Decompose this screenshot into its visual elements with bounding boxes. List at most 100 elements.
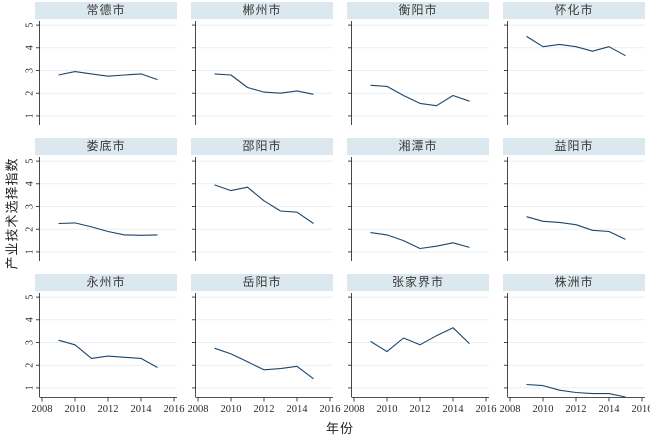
x-tick-label: 2016 — [320, 404, 341, 415]
data-line — [526, 383, 626, 398]
x-tick-label: 2016 — [164, 404, 185, 415]
facet-row: 永州市 1 2 3 4 5 2008 2010 2012 2014 2016 岳阳市 2008 2010 2… — [25, 274, 650, 415]
x-tick-label: 2010 — [377, 404, 398, 415]
facet-svg: 1 2 3 4 5 — [25, 157, 177, 261]
data-line — [526, 216, 626, 240]
data-line — [370, 327, 470, 353]
x-tick-label: 2016 — [632, 404, 650, 415]
facet-panel: 益阳市 — [503, 138, 645, 261]
y-tick-label: 1 — [25, 249, 36, 254]
facet-plot-area — [191, 21, 333, 125]
facet-svg — [348, 157, 489, 261]
y-tick-label: 4 — [25, 317, 36, 322]
facet-panel: 常德市 1 2 3 4 5 — [25, 2, 177, 125]
facet-svg: 1 2 3 4 5 2008 2010 2012 2014 2016 — [25, 293, 185, 415]
x-axis-title: 年份 — [325, 421, 354, 436]
y-tick-label: 4 — [25, 181, 36, 186]
facet-plot-area — [347, 21, 489, 125]
y-tick-label: 2 — [25, 91, 36, 96]
x-tick-label: 2012 — [98, 404, 119, 415]
x-tick-label: 2014 — [131, 404, 153, 415]
facet-title: 衡阳市 — [347, 2, 489, 19]
facet-svg — [192, 21, 333, 125]
y-tick-label: 1 — [25, 385, 36, 390]
facet-panel: 郴州市 — [191, 2, 333, 125]
x-tick-label: 2014 — [287, 404, 309, 415]
facet-plot-area: 1 2 3 4 5 2008 2010 2012 2014 2016 — [25, 293, 185, 415]
facet-plot-area: 1 2 3 4 5 — [25, 21, 177, 125]
x-tick-label: 2008 — [500, 404, 521, 415]
x-tick-label: 2014 — [443, 404, 465, 415]
facet-title: 常德市 — [35, 2, 177, 19]
facet-panel: 张家界市 2008 2010 2012 2014 2016 — [344, 274, 497, 415]
facet-plot-area: 2008 2010 2012 2014 2016 — [344, 293, 497, 415]
x-tick-label: 2014 — [599, 404, 621, 415]
facet-title: 株洲市 — [503, 274, 645, 291]
data-line — [526, 35, 626, 57]
x-tick-label: 2012 — [254, 404, 275, 415]
facet-plot-area: 1 2 3 4 5 — [25, 157, 177, 261]
facet-title: 娄底市 — [35, 138, 177, 155]
y-tick-label: 5 — [25, 159, 36, 164]
facet-title: 湘潭市 — [347, 138, 489, 155]
facet-panel: 岳阳市 2008 2010 2012 2014 2016 — [188, 274, 341, 415]
facet-panel: 怀化市 — [503, 2, 645, 125]
facet-panel: 邵阳市 — [191, 138, 333, 261]
y-tick-label: 1 — [25, 113, 36, 118]
facet-panel: 永州市 1 2 3 4 5 2008 2010 2012 2014 2016 — [25, 274, 185, 415]
facet-svg — [348, 21, 489, 125]
facet-plot-area — [503, 21, 645, 125]
facet-panel: 湘潭市 — [347, 138, 489, 261]
facet-row: 常德市 1 2 3 4 5 郴州市 衡阳市 怀化市 — [25, 2, 645, 125]
y-tick-label: 3 — [25, 68, 36, 73]
data-line — [214, 347, 314, 380]
facet-plot-area: 2008 2010 2012 2014 2016 — [188, 293, 341, 415]
facet-title: 张家界市 — [347, 274, 489, 291]
facet-plot-area — [191, 157, 333, 261]
x-tick-label: 2010 — [65, 404, 86, 415]
x-tick-label: 2016 — [476, 404, 497, 415]
x-tick-label: 2008 — [32, 404, 53, 415]
y-tick-label: 2 — [25, 363, 36, 368]
facet-svg: 2008 2010 2012 2014 2016 — [188, 293, 341, 415]
y-tick-label: 4 — [25, 45, 36, 50]
facet-svg: 2008 2010 2012 2014 2016 — [344, 293, 497, 415]
data-line — [214, 184, 314, 224]
x-tick-label: 2012 — [410, 404, 431, 415]
data-line — [58, 339, 158, 368]
facet-title: 岳阳市 — [191, 274, 333, 291]
facet-panel: 衡阳市 — [347, 2, 489, 125]
facet-svg — [504, 157, 645, 261]
data-line — [370, 84, 470, 107]
data-line — [58, 71, 158, 81]
y-tick-label: 5 — [25, 295, 36, 300]
x-tick-label: 2010 — [533, 404, 554, 415]
facet-title: 邵阳市 — [191, 138, 333, 155]
data-line — [214, 73, 314, 95]
facet-grid: 常德市 1 2 3 4 5 郴州市 衡阳市 怀化市娄底市 1 2 3 4 5 邵阳市 湘潭市 益阳市永州市 1 2 3… — [0, 2, 650, 415]
facet-plot-area: 2008 2010 2012 2014 2016 — [500, 293, 650, 415]
y-tick-label: 5 — [25, 23, 36, 28]
facet-plot-area — [347, 157, 489, 261]
data-line — [370, 232, 470, 250]
x-tick-label: 2010 — [221, 404, 242, 415]
facet-panel: 株洲市 2008 2010 2012 2014 2016 — [500, 274, 650, 415]
facet-panel: 娄底市 1 2 3 4 5 — [25, 138, 177, 261]
y-tick-label: 2 — [25, 227, 36, 232]
facet-svg: 1 2 3 4 5 — [25, 21, 177, 125]
facet-svg — [504, 21, 645, 125]
data-line — [58, 222, 158, 236]
x-tick-label: 2008 — [344, 404, 365, 415]
facet-title: 永州市 — [35, 274, 177, 291]
y-tick-label: 3 — [25, 340, 36, 345]
facet-plot-area — [503, 157, 645, 261]
facet-row: 娄底市 1 2 3 4 5 邵阳市 湘潭市 益阳市 — [25, 138, 645, 261]
facet-svg — [192, 157, 333, 261]
facet-svg: 2008 2010 2012 2014 2016 — [500, 293, 650, 415]
x-tick-label: 2008 — [188, 404, 209, 415]
facet-title: 怀化市 — [503, 2, 645, 19]
facet-title: 益阳市 — [503, 138, 645, 155]
y-tick-label: 3 — [25, 204, 36, 209]
x-tick-label: 2012 — [566, 404, 587, 415]
